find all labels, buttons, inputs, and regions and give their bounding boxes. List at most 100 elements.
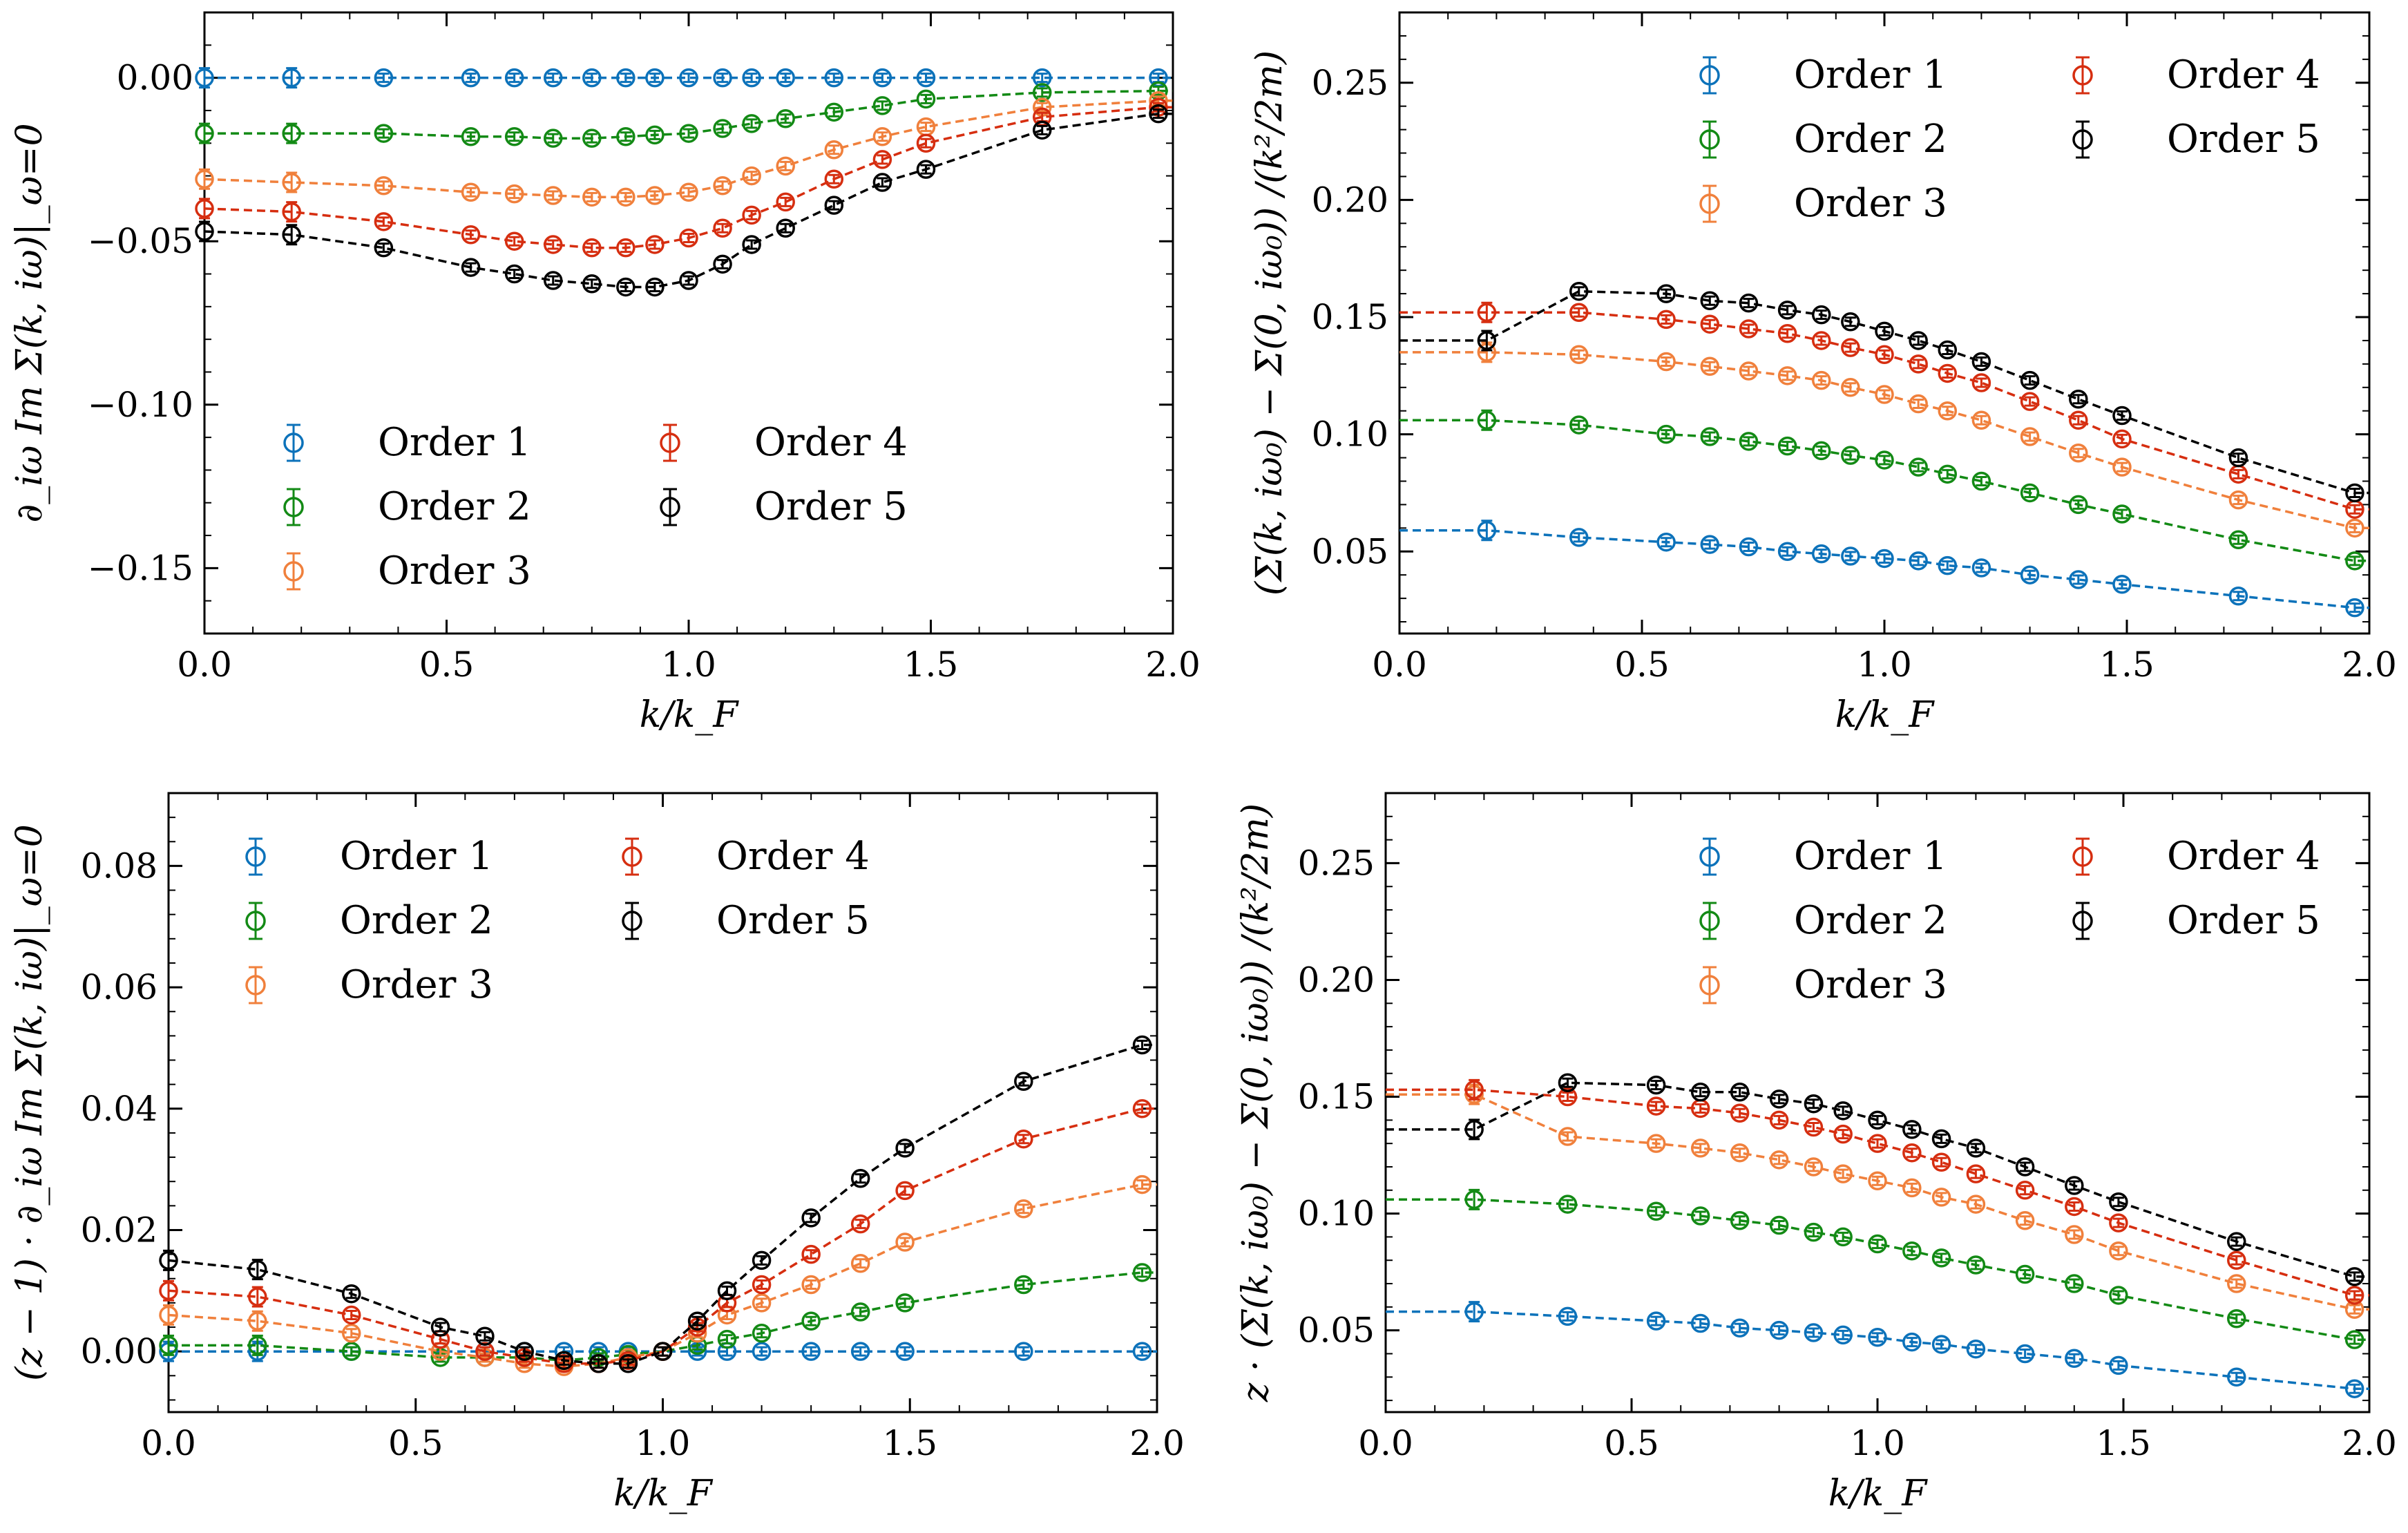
data-point	[824, 140, 844, 160]
data-point	[1841, 546, 1860, 566]
data-point	[2227, 1232, 2246, 1251]
data-point	[1769, 1150, 1789, 1170]
data-point	[1811, 305, 1831, 325]
data-point	[2015, 1181, 2035, 1200]
data-point	[1690, 1083, 1710, 1102]
legend-label: Order 3	[378, 549, 531, 593]
data-point	[1811, 544, 1831, 564]
x-tick-label: 1.5	[904, 645, 959, 685]
data-point	[341, 1324, 361, 1343]
x-tick-label: 1.5	[882, 1423, 937, 1463]
data-point	[1730, 1210, 1750, 1230]
legend-entry: Order 5	[660, 484, 908, 529]
data-point	[1931, 1129, 1951, 1149]
legend-entry: Order 1	[1699, 834, 1947, 879]
data-point	[824, 169, 844, 189]
data-point	[1804, 1222, 1824, 1242]
data-point	[1656, 424, 1676, 444]
data-point	[1909, 457, 1928, 477]
legend-entry: Order 4	[2072, 53, 2320, 97]
data-point	[374, 176, 394, 196]
data-point	[752, 1293, 772, 1313]
data-point	[618, 1353, 638, 1373]
data-point	[713, 119, 732, 138]
data-point	[2344, 1379, 2364, 1398]
data-point	[195, 169, 214, 189]
data-point	[776, 218, 795, 238]
x-tick-label: 0.5	[388, 1423, 443, 1463]
data-point	[1132, 1174, 1152, 1194]
data-point	[1875, 321, 1894, 341]
data-point	[1811, 331, 1831, 350]
series-order-2	[195, 81, 1173, 148]
data-point	[504, 184, 524, 204]
legend-entry: Order 1	[283, 420, 531, 465]
data-point	[554, 1351, 574, 1371]
data-point	[1841, 312, 1860, 332]
legend-marker	[2072, 846, 2093, 867]
series-order-5	[1386, 1073, 2369, 1286]
legend-entry: Order 3	[245, 962, 493, 1007]
data-point	[850, 1254, 870, 1273]
data-point	[1875, 450, 1894, 470]
legend-label: Order 2	[340, 898, 493, 943]
data-point	[850, 1302, 870, 1322]
data-point	[776, 68, 795, 88]
y-axis-label: z · (Σ(k, iω₀) − Σ(0, iω₀)) /(k²/2m)	[1235, 803, 1277, 1402]
data-point	[645, 125, 665, 145]
data-point	[1477, 520, 1497, 540]
data-point	[159, 1335, 178, 1355]
y-tick-label: 0.00	[117, 58, 193, 98]
data-point	[1868, 1234, 1887, 1254]
legend-marker	[1699, 65, 1720, 86]
data-point	[2109, 1213, 2128, 1232]
series-order-2	[1399, 409, 2369, 571]
data-point	[1777, 436, 1797, 456]
panel-top-right: 0.0 0.5 1.0 1.5 2.0 0.05 0.10 0.15 0.20 0.25 k/k_F…	[1249, 11, 2397, 736]
legend-entry: Order 1	[1699, 53, 1947, 97]
data-point	[713, 254, 732, 274]
legend-label: Order 3	[340, 962, 493, 1007]
x-tick-label: 1.0	[1857, 645, 1912, 685]
data-point	[2344, 1299, 2364, 1319]
data-point	[582, 187, 602, 207]
y-tick-label: 0.00	[81, 1331, 157, 1371]
data-point	[1909, 551, 1928, 571]
data-point	[2109, 1241, 2128, 1261]
data-point	[1014, 1072, 1033, 1092]
data-point	[2069, 444, 2088, 463]
data-point	[582, 274, 602, 294]
data-point	[1646, 1134, 1666, 1153]
legend: Order 1 Order 2 Order 3 Order 4 Order 5	[1699, 834, 2320, 1007]
x-tick-label: 2.0	[2342, 1423, 2397, 1463]
data-point	[374, 212, 394, 231]
legend-label: Order 1	[340, 834, 493, 879]
data-point	[616, 277, 636, 297]
data-point	[1646, 1075, 1666, 1095]
data-point	[713, 176, 732, 196]
data-point	[742, 166, 761, 186]
data-point	[717, 1329, 737, 1349]
legend-marker	[2072, 65, 2093, 86]
y-tick-label: 0.10	[1312, 415, 1388, 455]
x-tick-label: 0.0	[1358, 1423, 1413, 1463]
data-point	[504, 68, 524, 88]
data-point	[1841, 338, 1860, 357]
legend-label: Order 5	[716, 898, 870, 943]
data-point	[872, 127, 892, 146]
x-axis-label: k/k_F	[640, 694, 740, 736]
legend-entry: Order 2	[1699, 117, 1947, 162]
data-point	[824, 68, 844, 88]
data-point	[1032, 83, 1052, 102]
data-point	[504, 264, 524, 284]
legend-marker	[2072, 911, 2093, 931]
x-tick-label: 0.5	[419, 645, 475, 685]
y-tick-label: 0.15	[1298, 1077, 1375, 1117]
data-point	[1477, 410, 1497, 430]
data-point	[1739, 319, 1759, 339]
legend-marker	[283, 432, 304, 453]
y-tick-label: 0.10	[1298, 1194, 1375, 1234]
legend-entry: Order 5	[622, 898, 870, 943]
data-point	[582, 238, 602, 258]
data-point	[1646, 1096, 1666, 1116]
